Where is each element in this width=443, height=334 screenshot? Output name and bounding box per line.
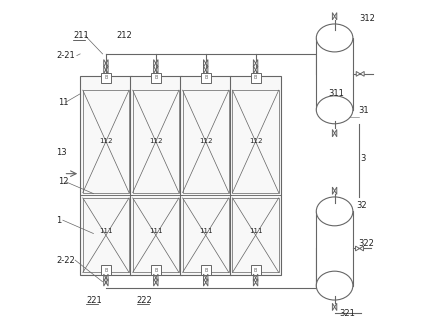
Bar	[251, 265, 260, 275]
Text: 11: 11	[58, 98, 68, 107]
Text: 212: 212	[117, 31, 132, 40]
Polygon shape	[154, 274, 158, 282]
Polygon shape	[203, 59, 208, 67]
Ellipse shape	[316, 96, 353, 124]
Text: 13: 13	[56, 148, 67, 157]
Polygon shape	[253, 274, 258, 282]
Text: 321: 321	[340, 309, 355, 318]
Text: 112: 112	[249, 138, 262, 144]
Polygon shape	[332, 303, 337, 311]
Text: B: B	[104, 268, 108, 273]
Text: 32: 32	[356, 201, 367, 210]
Bar	[251, 73, 260, 83]
Bar	[316, 38, 353, 110]
Polygon shape	[154, 59, 158, 67]
Ellipse shape	[316, 271, 353, 300]
Text: 221: 221	[86, 296, 102, 305]
Ellipse shape	[316, 197, 353, 226]
Ellipse shape	[316, 24, 353, 52]
Bar	[316, 211, 353, 286]
Polygon shape	[104, 279, 108, 286]
Polygon shape	[104, 274, 108, 282]
Text: B: B	[104, 75, 108, 80]
Polygon shape	[253, 279, 258, 286]
Text: 2-22: 2-22	[56, 256, 75, 265]
Polygon shape	[332, 187, 337, 194]
Polygon shape	[332, 13, 337, 20]
Text: 222: 222	[137, 296, 152, 305]
Text: 3: 3	[361, 154, 366, 163]
Polygon shape	[356, 71, 364, 76]
Polygon shape	[203, 274, 208, 282]
Text: B: B	[254, 268, 257, 273]
Polygon shape	[203, 279, 208, 286]
Text: 111: 111	[199, 228, 213, 234]
Polygon shape	[104, 66, 108, 73]
Polygon shape	[154, 279, 158, 286]
Text: B: B	[154, 75, 158, 80]
Text: 112: 112	[99, 138, 113, 144]
Text: B: B	[254, 75, 257, 80]
Polygon shape	[130, 75, 182, 275]
Polygon shape	[253, 66, 258, 73]
Text: B: B	[204, 268, 207, 273]
Text: 311: 311	[328, 89, 344, 98]
Bar	[201, 73, 211, 83]
Text: 111: 111	[99, 228, 113, 234]
Text: B: B	[154, 268, 158, 273]
Polygon shape	[203, 66, 208, 73]
Text: 312: 312	[360, 14, 375, 23]
Polygon shape	[230, 75, 281, 275]
Bar	[316, 38, 353, 110]
Bar	[101, 265, 111, 275]
Bar	[101, 73, 111, 83]
Text: 2-21: 2-21	[57, 51, 76, 60]
Text: 1: 1	[56, 216, 62, 225]
Text: 112: 112	[149, 138, 163, 144]
Polygon shape	[180, 75, 232, 275]
Text: 31: 31	[358, 106, 369, 115]
Text: 12: 12	[58, 177, 68, 186]
Polygon shape	[253, 59, 258, 67]
Polygon shape	[332, 130, 337, 137]
Polygon shape	[154, 66, 158, 73]
Polygon shape	[356, 246, 364, 251]
Bar	[151, 265, 161, 275]
Bar	[316, 211, 353, 286]
Bar	[151, 73, 161, 83]
Polygon shape	[104, 59, 108, 67]
Text: 211: 211	[74, 31, 89, 40]
Text: 322: 322	[358, 239, 374, 248]
Text: B: B	[204, 75, 207, 80]
Text: 111: 111	[149, 228, 163, 234]
Polygon shape	[80, 75, 132, 275]
Bar	[201, 265, 211, 275]
Text: 111: 111	[249, 228, 262, 234]
Text: 112: 112	[199, 138, 213, 144]
